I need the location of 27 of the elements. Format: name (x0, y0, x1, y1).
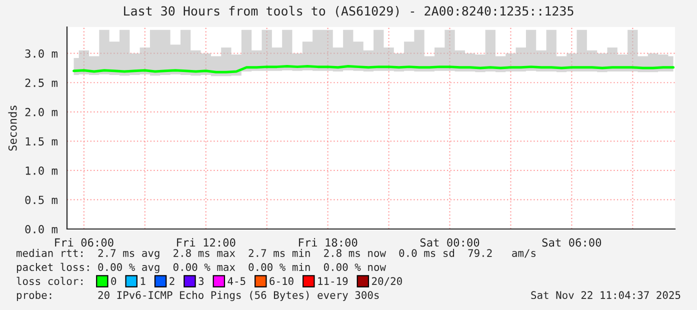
legend-label: 1 (140, 277, 146, 285)
y-tick-label: 1.0 m (26, 166, 58, 175)
text: probe: 20 IPv6-ICMP Echo Pings (56 Bytes) every 300s (16, 290, 379, 302)
legend-label: 0 (111, 277, 116, 286)
legend-label: 4-5 (228, 277, 246, 286)
x-tick-label: Sat 00:00 (420, 238, 480, 247)
y-tick-label: 0.0 m (25, 225, 58, 234)
text: packet loss: 0.00 % avg 0.00 % max 0.00 % min 0.00 % now (16, 262, 386, 274)
x-tick-label: Fri 18:00 (298, 238, 358, 247)
text: Sat Nov 22 11:04:37 2025 (531, 291, 680, 300)
y-tick-label: 1.5 m (26, 137, 58, 146)
y-tick-label: 2.5 m (25, 78, 58, 88)
x-tick-label: Sat 06:00 (542, 238, 602, 247)
text: median rtt: 2.7 ms avg 2.8 ms max 2.7 ms min 2.8 ms now 0.0 ms sd 79.2 am/s (16, 248, 536, 260)
legend-label: 11-19 (318, 277, 348, 286)
y-axis-title: Seconds (8, 106, 17, 151)
legend-label: 20/20 (372, 277, 402, 286)
chart-title: Last 30 Hours from tools to (AS61029) - 2A00:8240:1235::1235 (124, 6, 574, 18)
x-tick-label: Fri 06:00 (55, 238, 114, 247)
legend-label: 2 (170, 277, 174, 285)
y-tick-label: 3.0 m (25, 49, 58, 58)
y-tick-label: 2.0 m (25, 108, 58, 116)
y-tick-label: 0.5 m (25, 196, 58, 204)
legend-label: 3 (198, 277, 204, 286)
legend-label: 6-10 (270, 277, 294, 286)
x-tick-label: Fri 12:00 (177, 238, 236, 247)
text: loss color: (16, 276, 82, 286)
